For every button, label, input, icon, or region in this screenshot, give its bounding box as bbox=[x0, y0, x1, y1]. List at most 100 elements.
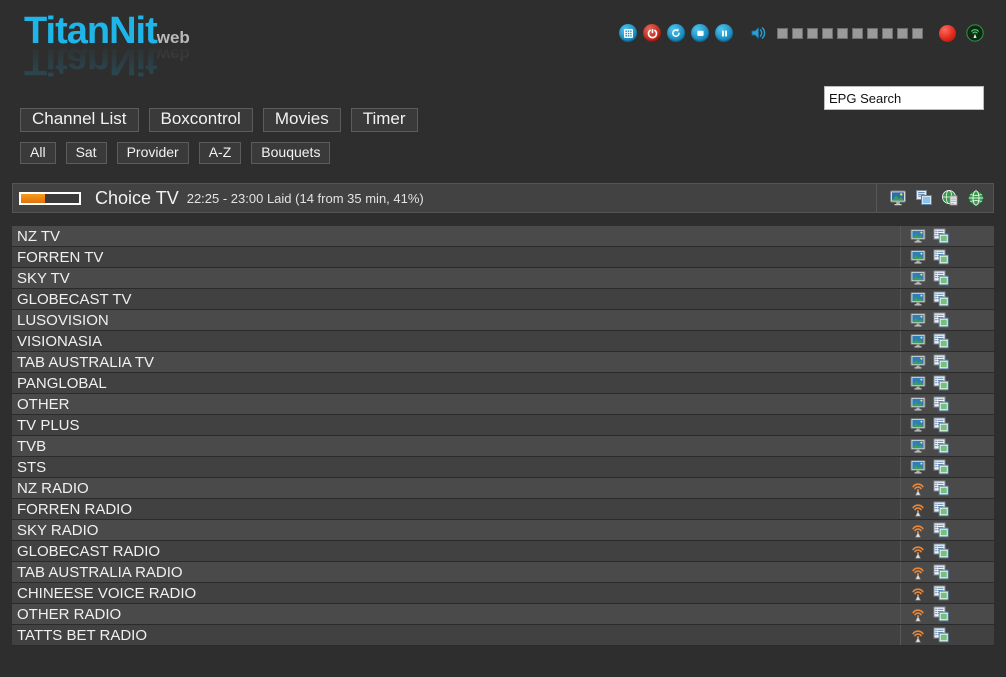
channel-name[interactable]: VISIONASIA bbox=[17, 332, 103, 350]
monitor-tv-icon[interactable] bbox=[910, 333, 926, 349]
subtab-sat[interactable]: Sat bbox=[65, 142, 107, 164]
volume-bar[interactable] bbox=[777, 27, 788, 39]
channel-row[interactable]: OTHER bbox=[12, 394, 994, 415]
subtab-az[interactable]: A-Z bbox=[198, 142, 242, 164]
channel-name[interactable]: SKY TV bbox=[17, 269, 70, 287]
radio-antenna-icon[interactable] bbox=[910, 606, 926, 622]
channel-row[interactable]: GLOBECAST TV bbox=[12, 289, 994, 310]
volume-bar[interactable] bbox=[822, 27, 833, 39]
stop-icon[interactable] bbox=[691, 24, 709, 42]
power-icon[interactable] bbox=[643, 24, 661, 42]
volume-bar[interactable] bbox=[897, 27, 908, 39]
volume-bar[interactable] bbox=[837, 27, 848, 39]
channel-row[interactable]: SKY TV bbox=[12, 268, 994, 289]
epg-search-input[interactable] bbox=[824, 86, 984, 110]
epg-list-icon[interactable] bbox=[933, 627, 949, 643]
monitor-tv-icon[interactable] bbox=[910, 228, 926, 244]
tab-channel-list[interactable]: Channel List bbox=[20, 108, 139, 132]
channel-row[interactable]: STS bbox=[12, 457, 994, 478]
screenshot-tv-icon[interactable] bbox=[889, 189, 907, 207]
monitor-tv-icon[interactable] bbox=[910, 270, 926, 286]
monitor-tv-icon[interactable] bbox=[910, 291, 926, 307]
channel-name[interactable]: TATTS BET RADIO bbox=[17, 626, 148, 644]
channel-name[interactable]: STS bbox=[17, 458, 47, 476]
radio-antenna-icon[interactable] bbox=[910, 501, 926, 517]
channel-name[interactable]: OTHER bbox=[17, 395, 70, 413]
channel-row[interactable]: NZ RADIO bbox=[12, 478, 994, 499]
tab-boxcontrol[interactable]: Boxcontrol bbox=[148, 108, 253, 132]
channel-name[interactable]: OTHER RADIO bbox=[17, 605, 122, 623]
channel-row[interactable]: LUSOVISION bbox=[12, 310, 994, 331]
epg-list-icon[interactable] bbox=[933, 438, 949, 454]
channel-row[interactable]: PANGLOBAL bbox=[12, 373, 994, 394]
channel-name[interactable]: TVB bbox=[17, 437, 47, 455]
tab-timer[interactable]: Timer bbox=[350, 108, 418, 132]
volume-bar[interactable] bbox=[852, 27, 863, 39]
channel-name[interactable]: GLOBECAST TV bbox=[17, 290, 132, 308]
epg-list-icon[interactable] bbox=[933, 417, 949, 433]
radio-antenna-icon[interactable] bbox=[910, 543, 926, 559]
channel-row[interactable]: OTHER RADIO bbox=[12, 604, 994, 625]
channel-name[interactable]: SKY RADIO bbox=[17, 521, 99, 539]
signal-antenna-icon[interactable] bbox=[966, 24, 984, 42]
monitor-tv-icon[interactable] bbox=[910, 249, 926, 265]
radio-antenna-icon[interactable] bbox=[910, 564, 926, 580]
radio-antenna-icon[interactable] bbox=[910, 585, 926, 601]
channel-row[interactable]: SKY RADIO bbox=[12, 520, 994, 541]
channel-name[interactable]: FORREN TV bbox=[17, 248, 104, 266]
monitor-tv-icon[interactable] bbox=[910, 417, 926, 433]
subtab-provider[interactable]: Provider bbox=[116, 142, 189, 164]
monitor-tv-icon[interactable] bbox=[910, 312, 926, 328]
epg-list-icon[interactable] bbox=[933, 396, 949, 412]
epg-list-icon[interactable] bbox=[933, 228, 949, 244]
volume-bar[interactable] bbox=[867, 27, 878, 39]
channel-row[interactable]: FORREN RADIO bbox=[12, 499, 994, 520]
epg-list-icon[interactable] bbox=[933, 291, 949, 307]
channel-name[interactable]: TV PLUS bbox=[17, 416, 80, 434]
subtab-bouquets[interactable]: Bouquets bbox=[251, 142, 331, 164]
epg-list-icon[interactable] bbox=[933, 585, 949, 601]
channel-name[interactable]: NZ TV bbox=[17, 227, 61, 245]
monitor-tv-icon[interactable] bbox=[910, 375, 926, 391]
channel-row[interactable]: FORREN TV bbox=[12, 247, 994, 268]
radio-antenna-icon[interactable] bbox=[910, 480, 926, 496]
channel-row[interactable]: TV PLUS bbox=[12, 415, 994, 436]
epg-list-icon[interactable] bbox=[933, 270, 949, 286]
epg-list-icon[interactable] bbox=[933, 606, 949, 622]
refresh-icon[interactable] bbox=[667, 24, 685, 42]
epg-list-icon[interactable] bbox=[933, 480, 949, 496]
channel-row[interactable]: VISIONASIA bbox=[12, 331, 994, 352]
epg-list-icon[interactable] bbox=[933, 312, 949, 328]
epg-list-icon[interactable] bbox=[933, 543, 949, 559]
channel-name[interactable]: NZ RADIO bbox=[17, 479, 89, 497]
channel-row[interactable]: CHINEESE VOICE RADIO bbox=[12, 583, 994, 604]
epg-list-icon[interactable] bbox=[933, 522, 949, 538]
channel-name[interactable]: LUSOVISION bbox=[17, 311, 109, 329]
volume-level-bars[interactable] bbox=[777, 27, 923, 39]
monitor-tv-icon[interactable] bbox=[910, 396, 926, 412]
monitor-tv-icon[interactable] bbox=[910, 459, 926, 475]
channel-row[interactable]: NZ TV bbox=[12, 226, 994, 247]
web-page-icon[interactable] bbox=[941, 189, 959, 207]
channel-name[interactable]: TAB AUSTRALIA RADIO bbox=[17, 563, 183, 581]
volume-bar[interactable] bbox=[792, 27, 803, 39]
volume-icon[interactable] bbox=[749, 24, 767, 42]
volume-bar[interactable] bbox=[912, 27, 923, 39]
keypad-icon[interactable] bbox=[619, 24, 637, 42]
channel-name[interactable]: FORREN RADIO bbox=[17, 500, 133, 518]
channel-row[interactable]: GLOBECAST RADIO bbox=[12, 541, 994, 562]
epg-list-icon[interactable] bbox=[933, 459, 949, 475]
epg-list-icon[interactable] bbox=[933, 354, 949, 370]
monitor-tv-icon[interactable] bbox=[910, 354, 926, 370]
channel-row[interactable]: TAB AUSTRALIA TV bbox=[12, 352, 994, 373]
epg-list-icon[interactable] bbox=[933, 375, 949, 391]
volume-bar[interactable] bbox=[807, 27, 818, 39]
epg-list-icon[interactable] bbox=[933, 501, 949, 517]
channel-name[interactable]: PANGLOBAL bbox=[17, 374, 107, 392]
radio-antenna-icon[interactable] bbox=[910, 522, 926, 538]
channel-name[interactable]: CHINEESE VOICE RADIO bbox=[17, 584, 197, 602]
pause-icon[interactable] bbox=[715, 24, 733, 42]
record-dot-icon[interactable] bbox=[939, 24, 956, 42]
epg-list-icon[interactable] bbox=[933, 564, 949, 580]
monitor-tv-icon[interactable] bbox=[910, 438, 926, 454]
